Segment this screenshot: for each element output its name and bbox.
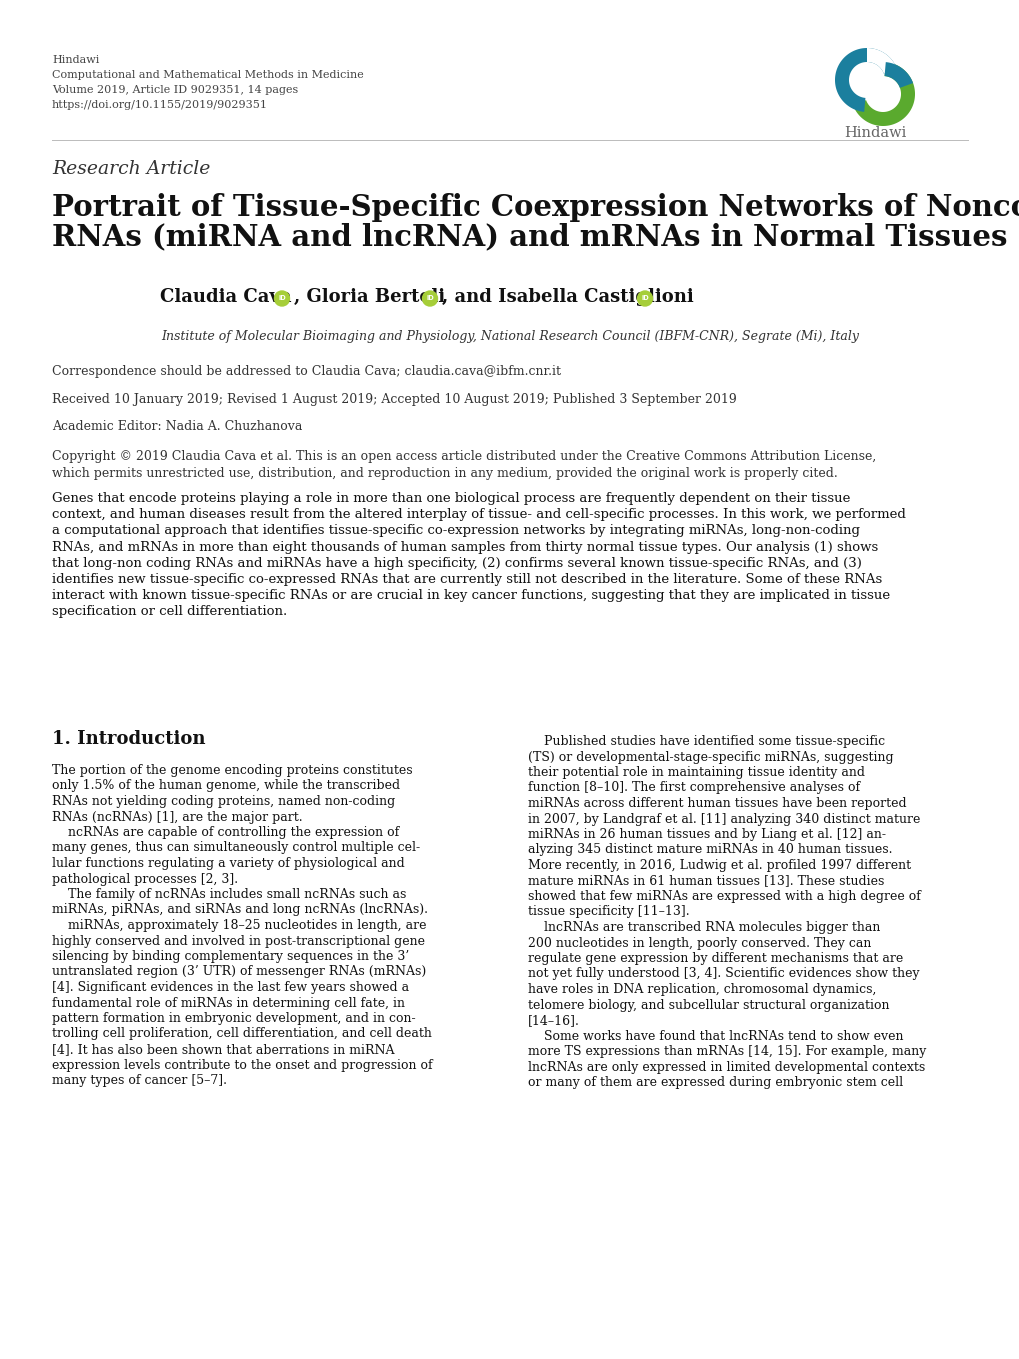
Text: Published studies have identified some tissue-specific: Published studies have identified some t… — [528, 735, 884, 747]
Text: Claudia Cava: Claudia Cava — [160, 288, 291, 306]
Text: showed that few miRNAs are expressed with a high degree of: showed that few miRNAs are expressed wit… — [528, 890, 920, 902]
Text: RNAs (ncRNAs) [1], are the major part.: RNAs (ncRNAs) [1], are the major part. — [52, 810, 303, 824]
Text: miRNAs in 26 human tissues and by Liang et al. [12] an-: miRNAs in 26 human tissues and by Liang … — [528, 828, 886, 841]
Text: telomere biology, and subcellular structural organization: telomere biology, and subcellular struct… — [528, 999, 889, 1011]
Text: function [8–10]. The first comprehensive analyses of: function [8–10]. The first comprehensive… — [528, 781, 859, 795]
Text: [14–16].: [14–16]. — [528, 1014, 580, 1027]
Text: silencing by binding complementary sequences in the 3’: silencing by binding complementary seque… — [52, 950, 409, 964]
Circle shape — [274, 291, 289, 306]
Text: , and Isabella Castiglioni: , and Isabella Castiglioni — [441, 288, 693, 306]
Text: a computational approach that identifies tissue-specific co-expression networks : a computational approach that identifies… — [52, 525, 859, 537]
Text: alyzing 345 distinct mature miRNAs in 40 human tissues.: alyzing 345 distinct mature miRNAs in 40… — [528, 844, 892, 856]
Text: https://doi.org/10.1155/2019/9029351: https://doi.org/10.1155/2019/9029351 — [52, 101, 268, 110]
Text: miRNAs across different human tissues have been reported: miRNAs across different human tissues ha… — [528, 796, 906, 810]
Text: Some works have found that lncRNAs tend to show even: Some works have found that lncRNAs tend … — [528, 1030, 903, 1042]
Text: Volume 2019, Article ID 9029351, 14 pages: Volume 2019, Article ID 9029351, 14 page… — [52, 86, 298, 95]
Text: or many of them are expressed during embryonic stem cell: or many of them are expressed during emb… — [528, 1076, 902, 1089]
Text: iD: iD — [278, 295, 285, 302]
Polygon shape — [852, 63, 914, 126]
Text: in 2007, by Landgraf et al. [11] analyzing 340 distinct mature: in 2007, by Landgraf et al. [11] analyzi… — [528, 813, 919, 825]
Text: expression levels contribute to the onset and progression of: expression levels contribute to the onse… — [52, 1059, 432, 1071]
Text: Academic Editor: Nadia A. Chuzhanova: Academic Editor: Nadia A. Chuzhanova — [52, 420, 302, 434]
Polygon shape — [835, 48, 896, 111]
Text: interact with known tissue-specific RNAs or are crucial in key cancer functions,: interact with known tissue-specific RNAs… — [52, 590, 890, 602]
Text: regulate gene expression by different mechanisms that are: regulate gene expression by different me… — [528, 953, 903, 965]
Text: Hindawi: Hindawi — [843, 126, 905, 140]
Text: specification or cell differentiation.: specification or cell differentiation. — [52, 605, 287, 618]
Text: their potential role in maintaining tissue identity and: their potential role in maintaining tiss… — [528, 766, 864, 779]
Text: more TS expressions than mRNAs [14, 15]. For example, many: more TS expressions than mRNAs [14, 15].… — [528, 1045, 925, 1059]
Polygon shape — [866, 48, 896, 73]
Text: only 1.5% of the human genome, while the transcribed: only 1.5% of the human genome, while the… — [52, 780, 399, 792]
Text: Correspondence should be addressed to Claudia Cava; claudia.cava@ibfm.cnr.it: Correspondence should be addressed to Cl… — [52, 366, 560, 378]
Text: miRNAs, approximately 18–25 nucleotides in length, are: miRNAs, approximately 18–25 nucleotides … — [52, 919, 426, 932]
Circle shape — [637, 291, 652, 306]
Text: context, and human diseases result from the altered interplay of tissue- and cel: context, and human diseases result from … — [52, 508, 905, 522]
Text: miRNAs, piRNAs, and siRNAs and long ncRNAs (lncRNAs).: miRNAs, piRNAs, and siRNAs and long ncRN… — [52, 904, 428, 916]
Text: iD: iD — [426, 295, 433, 302]
Text: RNAs not yielding coding proteins, named non-coding: RNAs not yielding coding proteins, named… — [52, 795, 395, 809]
Text: ncRNAs are capable of controlling the expression of: ncRNAs are capable of controlling the ex… — [52, 826, 398, 839]
Text: The portion of the genome encoding proteins constitutes: The portion of the genome encoding prote… — [52, 764, 413, 777]
Text: Hindawi: Hindawi — [52, 54, 99, 65]
Text: Copyright © 2019 Claudia Cava et al. This is an open access article distributed : Copyright © 2019 Claudia Cava et al. Thi… — [52, 450, 875, 463]
Text: lular functions regulating a variety of physiological and: lular functions regulating a variety of … — [52, 858, 405, 870]
Text: Institute of Molecular Bioimaging and Physiology, National Research Council (IBF: Institute of Molecular Bioimaging and Ph… — [161, 330, 858, 342]
Text: that long-non coding RNAs and miRNAs have a high specificity, (2) confirms sever: that long-non coding RNAs and miRNAs hav… — [52, 557, 861, 569]
Polygon shape — [883, 63, 912, 88]
Text: mature miRNAs in 61 human tissues [13]. These studies: mature miRNAs in 61 human tissues [13]. … — [528, 874, 883, 887]
Text: (TS) or developmental-stage-specific miRNAs, suggesting: (TS) or developmental-stage-specific miR… — [528, 750, 893, 764]
Text: identifies new tissue-specific co-expressed RNAs that are currently still not de: identifies new tissue-specific co-expres… — [52, 573, 881, 586]
Text: tissue specificity [11–13].: tissue specificity [11–13]. — [528, 905, 689, 919]
Text: which permits unrestricted use, distribution, and reproduction in any medium, pr: which permits unrestricted use, distribu… — [52, 467, 837, 480]
Text: lncRNAs are transcribed RNA molecules bigger than: lncRNAs are transcribed RNA molecules bi… — [528, 921, 879, 934]
Text: 200 nucleotides in length, poorly conserved. They can: 200 nucleotides in length, poorly conser… — [528, 936, 870, 950]
Text: fundamental role of miRNAs in determining cell fate, in: fundamental role of miRNAs in determinin… — [52, 996, 405, 1010]
Text: many genes, thus can simultaneously control multiple cel-: many genes, thus can simultaneously cont… — [52, 841, 420, 855]
Text: [4]. It has also been shown that aberrations in miRNA: [4]. It has also been shown that aberrat… — [52, 1042, 394, 1056]
Text: iD: iD — [641, 295, 648, 302]
Text: RNAs (miRNA and lncRNA) and mRNAs in Normal Tissues: RNAs (miRNA and lncRNA) and mRNAs in Nor… — [52, 222, 1007, 251]
Text: More recently, in 2016, Ludwig et al. profiled 1997 different: More recently, in 2016, Ludwig et al. pr… — [528, 859, 910, 872]
Text: not yet fully understood [3, 4]. Scientific evidences show they: not yet fully understood [3, 4]. Scienti… — [528, 968, 919, 980]
Text: Computational and Mathematical Methods in Medicine: Computational and Mathematical Methods i… — [52, 71, 364, 80]
Text: RNAs, and mRNAs in more than eight thousands of human samples from thirty normal: RNAs, and mRNAs in more than eight thous… — [52, 541, 877, 553]
Text: have roles in DNA replication, chromosomal dynamics,: have roles in DNA replication, chromosom… — [528, 983, 875, 996]
Text: pathological processes [2, 3].: pathological processes [2, 3]. — [52, 872, 237, 886]
Text: 1. Introduction: 1. Introduction — [52, 730, 205, 747]
Text: [4]. Significant evidences in the last few years showed a: [4]. Significant evidences in the last f… — [52, 981, 409, 993]
Text: many types of cancer [5–7].: many types of cancer [5–7]. — [52, 1074, 227, 1087]
Text: The family of ncRNAs includes small ncRNAs such as: The family of ncRNAs includes small ncRN… — [52, 887, 406, 901]
Text: pattern formation in embryonic development, and in con-: pattern formation in embryonic developme… — [52, 1012, 415, 1025]
Text: Received 10 January 2019; Revised 1 August 2019; Accepted 10 August 2019; Publis: Received 10 January 2019; Revised 1 Augu… — [52, 393, 736, 406]
Text: highly conserved and involved in post-transcriptional gene: highly conserved and involved in post-tr… — [52, 935, 425, 947]
Text: Research Article: Research Article — [52, 160, 210, 178]
Text: Genes that encode proteins playing a role in more than one biological process ar: Genes that encode proteins playing a rol… — [52, 492, 850, 506]
Text: untranslated region (3’ UTR) of messenger RNAs (mRNAs): untranslated region (3’ UTR) of messenge… — [52, 965, 426, 978]
Text: Portrait of Tissue-Specific Coexpression Networks of Noncoding: Portrait of Tissue-Specific Coexpression… — [52, 193, 1019, 222]
Text: trolling cell proliferation, cell differentiation, and cell death: trolling cell proliferation, cell differ… — [52, 1027, 431, 1041]
Text: , Gloria Bertoli: , Gloria Bertoli — [293, 288, 444, 306]
Circle shape — [422, 291, 437, 306]
Text: lncRNAs are only expressed in limited developmental contexts: lncRNAs are only expressed in limited de… — [528, 1060, 924, 1074]
